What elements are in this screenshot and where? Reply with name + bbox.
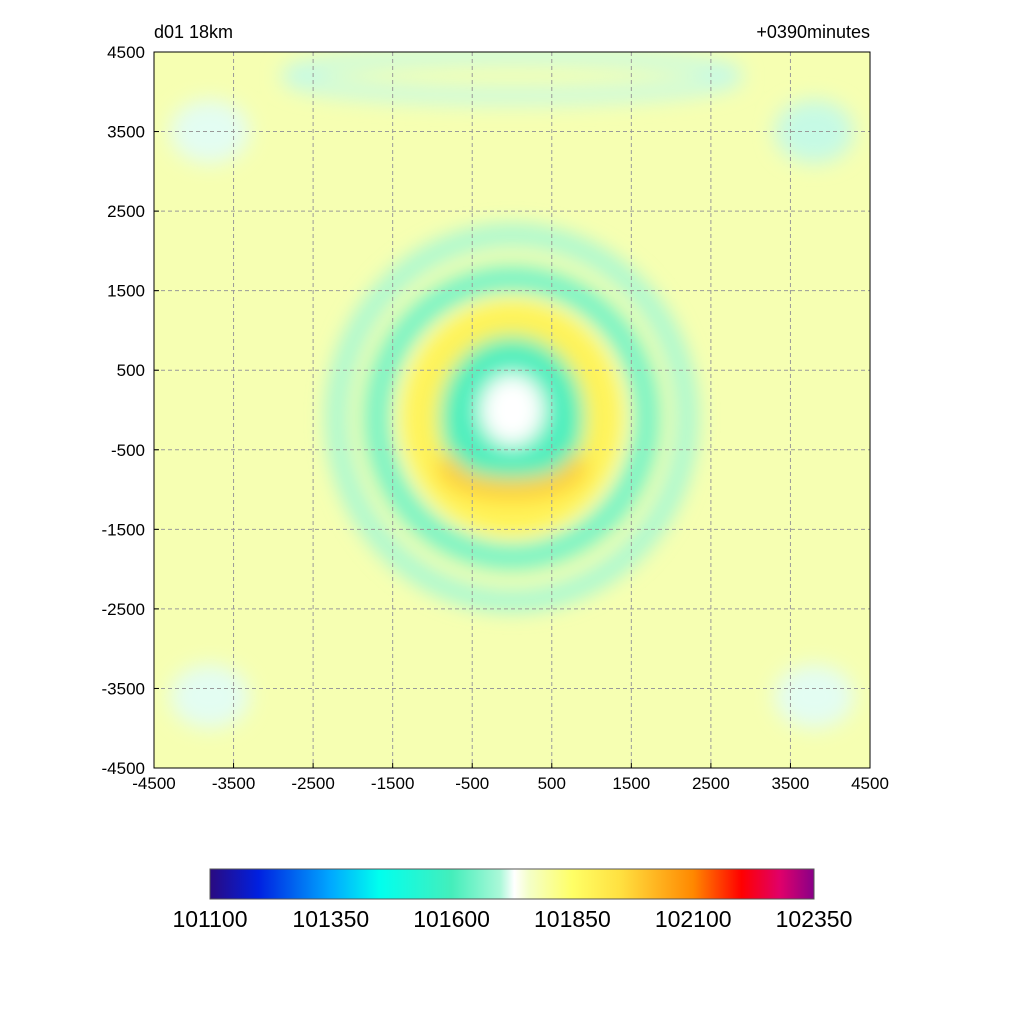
x-tick-label: -2500 bbox=[291, 774, 334, 793]
y-tick-label: -3500 bbox=[102, 679, 145, 698]
colorbar-tick-label: 102100 bbox=[655, 906, 732, 932]
y-tick-label: -2500 bbox=[102, 600, 145, 619]
y-tick-label: -1500 bbox=[102, 520, 145, 539]
x-tick-label: 3500 bbox=[772, 774, 810, 793]
field-layer bbox=[169, 52, 855, 729]
field-ring-4 bbox=[364, 266, 660, 570]
x-tick-label: 4500 bbox=[851, 774, 889, 793]
colorbar-tick-label: 101350 bbox=[292, 906, 369, 932]
title-right: +0390minutes bbox=[756, 22, 870, 42]
x-tick-label: -4500 bbox=[132, 774, 175, 793]
x-tick-label: -500 bbox=[455, 774, 489, 793]
x-tick-label: 500 bbox=[538, 774, 566, 793]
colorbar-tick-label: 102350 bbox=[776, 906, 853, 932]
y-tick-label: -4500 bbox=[102, 759, 145, 778]
x-tick-label: 1500 bbox=[612, 774, 650, 793]
colorbar-tick-label: 101600 bbox=[413, 906, 490, 932]
y-tick-label: -500 bbox=[111, 441, 145, 460]
field-patch-10 bbox=[774, 664, 855, 729]
plot-frame bbox=[153, 51, 871, 769]
field-ring-2 bbox=[402, 300, 622, 536]
x-tick-label: -1500 bbox=[371, 774, 414, 793]
y-tick-label: 1500 bbox=[107, 282, 145, 301]
field-patch-7 bbox=[169, 99, 250, 164]
y-tick-label: 2500 bbox=[107, 202, 145, 221]
colorbar-ticks: 101100 101350 101600 101850 102100 102350 bbox=[172, 906, 852, 932]
y-tick-label: 500 bbox=[117, 361, 145, 380]
title-left: d01 18km bbox=[154, 22, 233, 42]
y-tick-label: 3500 bbox=[107, 123, 145, 142]
colorbar-tick-label: 101850 bbox=[534, 906, 611, 932]
field-arc-3 bbox=[437, 454, 587, 501]
field-disk-1 bbox=[480, 374, 544, 446]
plot-area bbox=[154, 52, 870, 768]
y-axis: 4500 3500 2500 1500 500 -500 -1500 -2500 -3500 -4… bbox=[102, 43, 159, 778]
field-ring-5 bbox=[327, 225, 697, 611]
colorbar bbox=[209, 868, 815, 900]
x-tick-label: -3500 bbox=[212, 774, 255, 793]
field-patch-9 bbox=[169, 664, 250, 729]
colorbar-tick-label: 101100 bbox=[172, 906, 247, 932]
x-tick-label: 2500 bbox=[692, 774, 730, 793]
field-ring-6 bbox=[281, 52, 743, 104]
y-tick-label: 4500 bbox=[107, 43, 145, 62]
x-axis: -4500 -3500 -2500 -1500 -500 500 1500 2500 3500 4… bbox=[132, 763, 889, 793]
